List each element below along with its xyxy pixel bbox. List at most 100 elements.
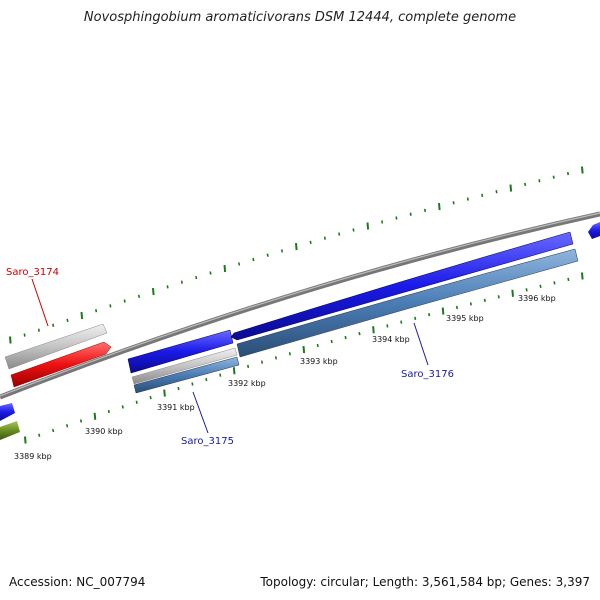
lower-tick [149,395,152,400]
gene-blue-long[interactable] [230,231,574,341]
upper-tick [338,232,341,236]
upper-tick [180,280,183,284]
callout-line-saro-3176 [413,322,429,366]
lower-tick [247,364,250,369]
upper-tick [423,208,427,213]
lower-tick [400,320,403,324]
lower-tick [93,412,97,420]
upper-tick [223,264,227,273]
lower-tick [219,373,222,377]
upper-tick [195,275,198,280]
lower-tick [38,433,41,437]
upper-tick [552,175,555,179]
upper-tick [9,336,12,344]
upper-tick [66,318,69,323]
lower-tick [288,352,291,356]
lower-tick [177,386,180,391]
tick-label-3392: 3392 kbp [228,379,266,388]
lower-tick [232,367,236,375]
upper-tick [209,271,212,275]
lower-tick [121,405,124,409]
callout-line-saro-3174 [31,278,49,327]
upper-tick [280,249,284,253]
gene-saro-3175-pseudo[interactable] [131,347,238,385]
lower-tick [191,382,194,386]
upper-tick [481,193,484,198]
lower-tick [205,377,208,382]
gene-blue-right-edge[interactable] [588,222,600,239]
lower-tick [52,428,55,433]
tick-label-3395: 3395 kbp [446,314,484,323]
map-title: Novosphingobium aromaticivorans DSM 1244… [83,10,517,25]
upper-tick [566,171,570,176]
lower-tick-row [24,272,584,444]
genome-backbone [0,211,600,400]
lower-tick [428,313,431,317]
gene-saro-3175[interactable] [133,356,240,394]
upper-tick [395,216,398,220]
upper-tick-row [9,166,584,344]
genome-backbone-highlight [0,212,600,397]
lower-tick [455,305,459,310]
gene-blue-small[interactable] [127,329,234,374]
upper-tick [109,304,112,308]
gene-saro-3176[interactable] [236,248,579,358]
gene-saro-3174[interactable] [10,341,112,388]
upper-tick [438,202,441,211]
lower-tick [163,389,166,397]
tick-label-3391: 3391 kbp [157,403,195,412]
upper-tick [409,212,412,216]
lower-tick [358,331,361,336]
lower-tick [316,343,319,348]
tick-label-3393: 3393 kbp [300,357,338,366]
lower-tick [497,295,500,299]
upper-tick [137,294,141,298]
upper-tick [323,236,326,240]
upper-tick [381,220,384,224]
lower-tick [511,289,514,297]
lower-tick [581,272,584,280]
gene-left-edge-olive[interactable] [0,421,20,440]
accession-text: Accession: NC_007794 [9,575,146,589]
genome-summary-text: Topology: circular; Length: 3,561,584 bp… [260,575,590,589]
tick-label-3394: 3394 kbp [372,335,410,344]
gene-saro-3174-pseudo[interactable] [4,323,108,370]
tick-label-3390: 3390 kbp [85,427,123,436]
upper-tick [166,285,169,289]
lower-tick [302,346,306,354]
lower-tick [330,339,333,344]
lower-tick [483,298,486,302]
tick-label-3389: 3389 kbp [14,452,52,461]
upper-tick [295,243,298,251]
lower-tick [79,419,83,423]
gene-label-saro-3174[interactable]: Saro_3174 [6,267,59,278]
lower-tick [386,324,389,328]
lower-tick [107,409,110,414]
upper-tick [152,287,155,296]
upper-tick [524,182,527,187]
lower-tick [525,288,528,292]
upper-tick [495,190,498,194]
lower-tick [414,316,417,321]
gene-left-edge-blue[interactable] [0,403,15,421]
gene-label-saro-3176[interactable]: Saro_3176 [401,369,454,380]
callout-line-saro-3175 [192,391,209,434]
upper-tick [352,228,355,232]
upper-tick [266,253,269,257]
lower-tick [469,302,472,306]
tick-label-group: 3389 kbp 3390 kbp 3391 kbp 3392 kbp 3393… [14,294,556,461]
upper-tick [366,222,370,230]
tick-label-3396: 3396 kbp [518,294,556,303]
upper-tick [466,197,469,201]
upper-tick [538,179,541,183]
lower-tick [372,326,375,334]
upper-tick [452,201,455,205]
lower-tick [441,307,445,315]
upper-tick [23,333,26,337]
upper-tick [95,309,98,313]
upper-tick [123,299,126,303]
gene-label-saro-3175[interactable]: Saro_3175 [181,436,234,447]
upper-tick [581,166,584,174]
upper-tick [37,328,40,332]
